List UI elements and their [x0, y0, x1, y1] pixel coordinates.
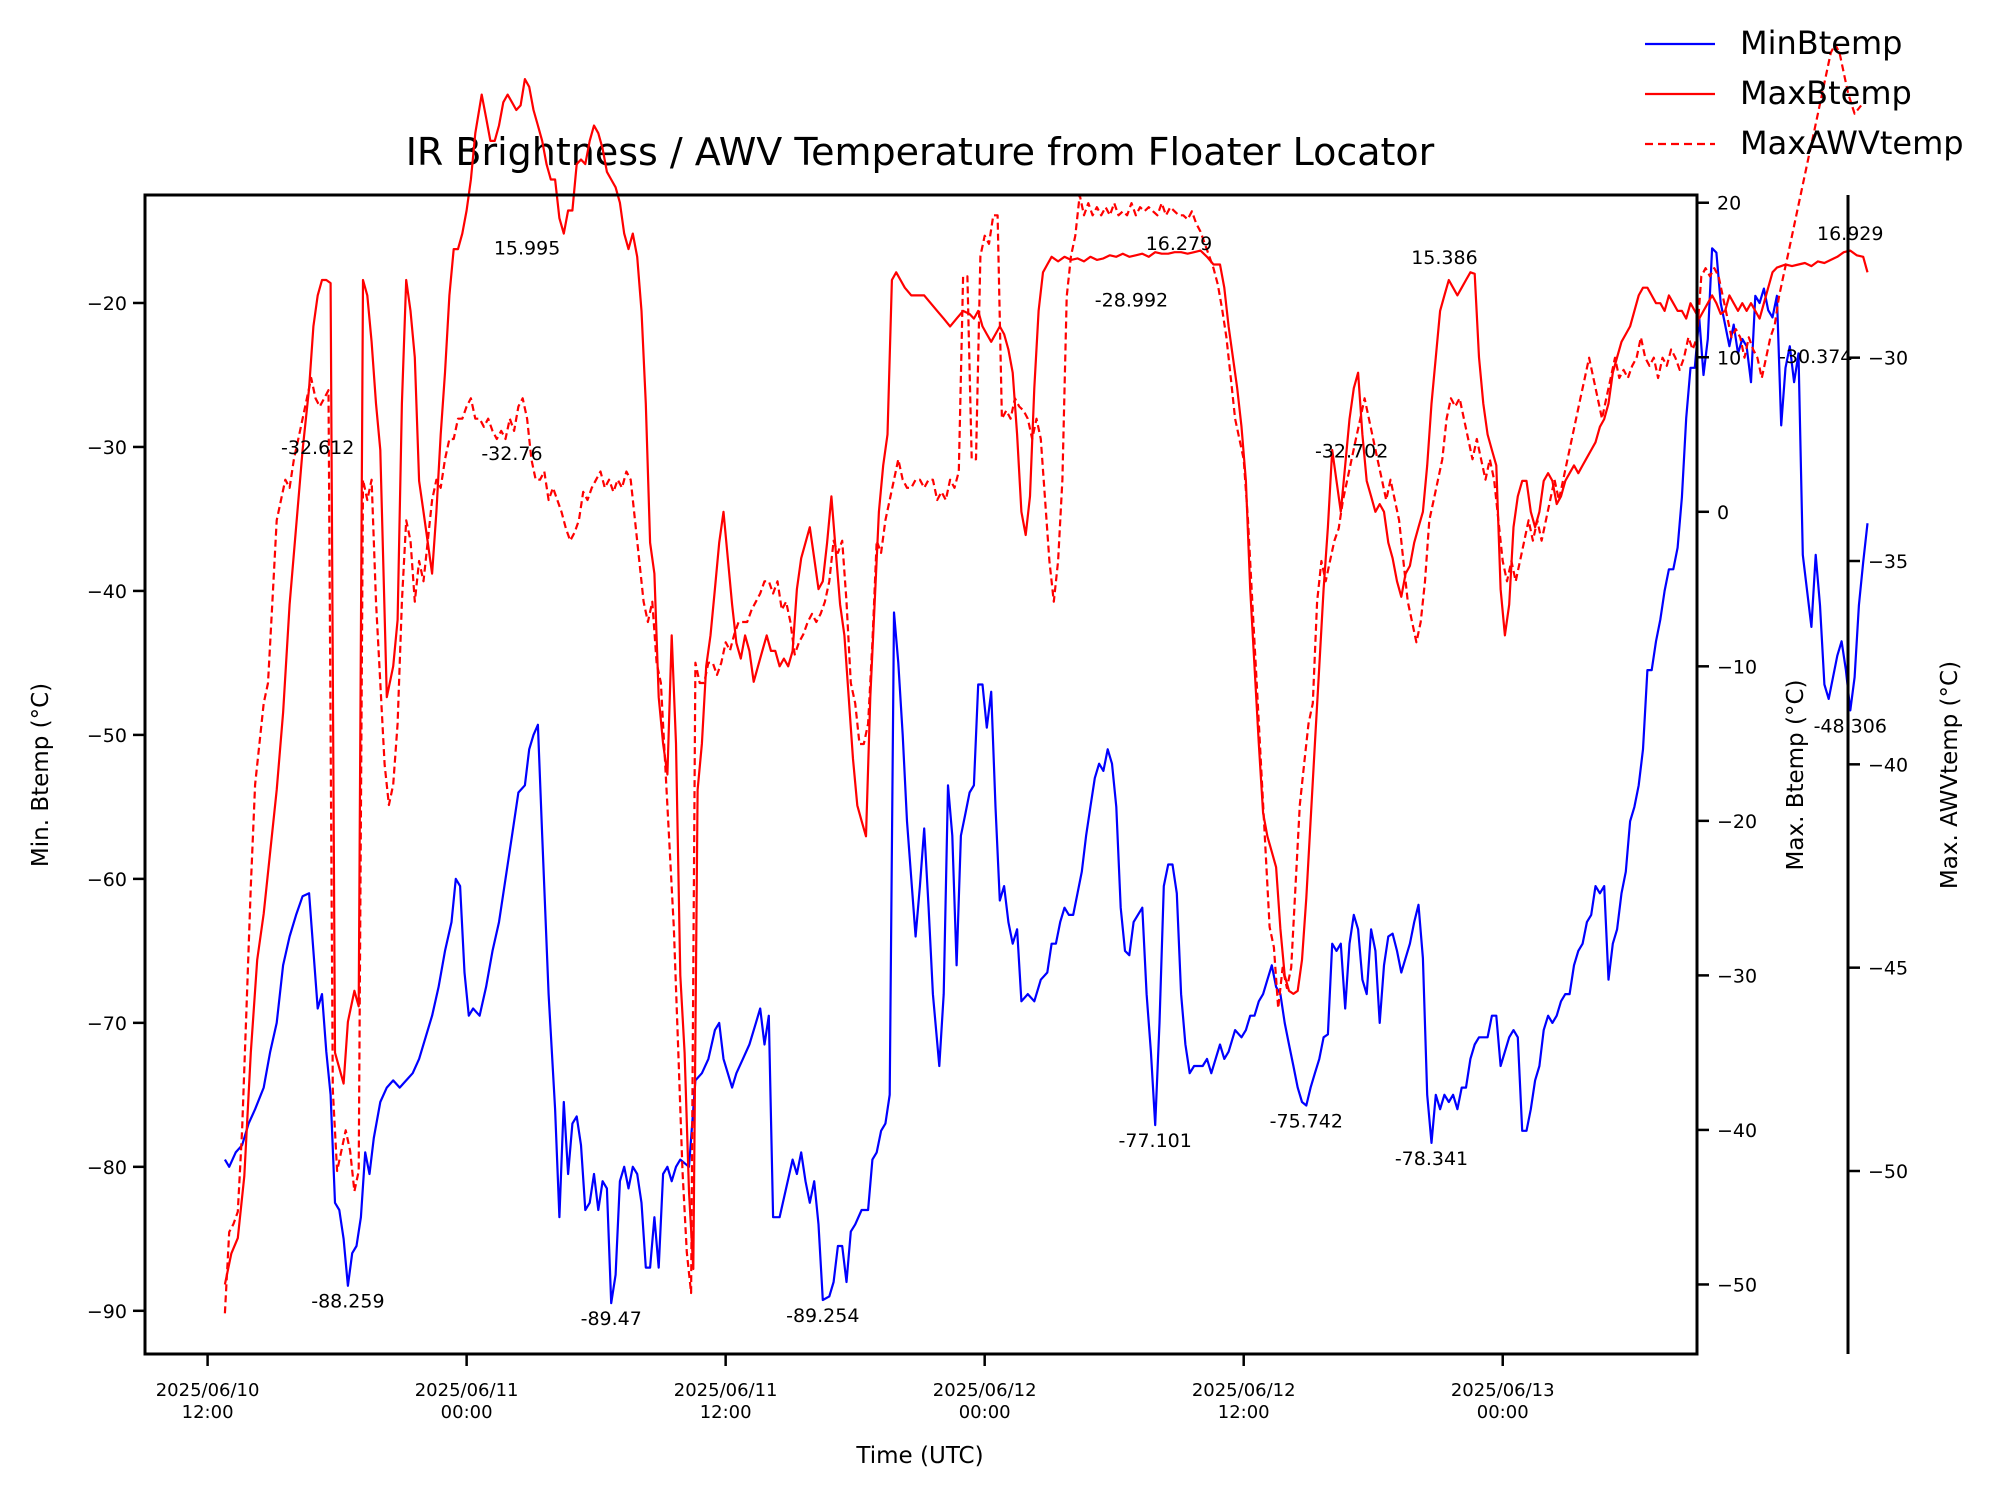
outer-tick-label: −40	[1868, 754, 1908, 776]
outer-tick-label: −30	[1868, 348, 1908, 370]
data-annotation: -32.612	[281, 437, 354, 459]
data-annotation: -30.374	[1779, 346, 1852, 368]
left-tick-label: −80	[87, 1157, 127, 1179]
x-tick-label-date: 2025/06/11	[415, 1380, 519, 1401]
data-annotation: -32.76	[481, 443, 542, 465]
data-annotation: -48.306	[1814, 716, 1887, 738]
data-annotation: 16.929	[1817, 223, 1883, 245]
x-tick-label-date: 2025/06/10	[156, 1380, 260, 1401]
chart-title: IR Brightness / AWV Temperature from Flo…	[406, 130, 1435, 174]
data-annotation: 16.279	[1146, 233, 1212, 255]
outer-axis-ticks: −30 −35 −40 −45 −50	[1848, 348, 1908, 1183]
data-annotation: 15.386	[1411, 247, 1477, 269]
data-annotation: -32.702	[1315, 441, 1388, 463]
legend-label-minbtemp: MinBtemp	[1740, 24, 1902, 62]
x-axis-ticks: 2025/06/1012:002025/06/1100:002025/06/11…	[156, 1354, 1555, 1423]
left-tick-label: −30	[87, 437, 127, 459]
plot-frame	[143, 193, 1699, 1356]
data-annotation: -78.341	[1395, 1148, 1468, 1170]
left-axis-ticks: −20 −30 −40 −50 −60 −70 −80 −90	[87, 293, 145, 1323]
data-annotation: -75.742	[1270, 1111, 1343, 1133]
right-tick-label: 0	[1717, 502, 1729, 524]
left-tick-label: −50	[87, 725, 127, 747]
x-tick-label-time: 00:00	[441, 1402, 493, 1423]
series-line-minbtemp	[223, 247, 1869, 1305]
legend-label-maxbtemp: MaxBtemp	[1740, 74, 1912, 112]
right-tick-label: −30	[1717, 965, 1757, 987]
series-line-maxawvtemp	[223, 43, 1862, 1314]
series-layer	[223, 43, 1869, 1314]
data-annotation: -89.47	[581, 1308, 642, 1330]
outer-axis-label: Max. AWVtemp (°C)	[1937, 661, 1963, 889]
x-tick-label-time: 00:00	[1477, 1402, 1529, 1423]
x-tick-label-time: 12:00	[1218, 1402, 1270, 1423]
right-tick-label: 20	[1717, 193, 1741, 215]
left-tick-label: −90	[87, 1301, 127, 1323]
right-tick-label: −50	[1717, 1274, 1757, 1296]
data-annotation: -88.259	[311, 1291, 384, 1313]
x-tick-label-time: 12:00	[182, 1402, 234, 1423]
right-tick-label: −10	[1717, 656, 1757, 678]
outer-tick-label: −50	[1868, 1161, 1908, 1183]
left-axis-label: Min. Btemp (°C)	[28, 683, 54, 867]
data-annotation: -77.101	[1119, 1130, 1192, 1152]
left-tick-label: −70	[87, 1013, 127, 1035]
data-annotation: -28.992	[1095, 290, 1168, 312]
data-annotation: -89.254	[786, 1305, 859, 1327]
x-axis-label: Time (UTC)	[855, 1443, 983, 1469]
series-line-maxbtemp	[223, 77, 1869, 1285]
right-tick-label: 10	[1717, 347, 1741, 369]
legend-label-maxawvtemp: MaxAWVtemp	[1740, 124, 1964, 162]
outer-tick-label: −45	[1868, 958, 1908, 980]
right-axis-ticks: 20 10 0 −10 −20 −30 −40 −50	[1697, 193, 1757, 1296]
x-tick-label-date: 2025/06/12	[933, 1380, 1037, 1401]
legend: MinBtemp MaxBtemp MaxAWVtemp	[1645, 24, 1964, 162]
x-tick-label-time: 00:00	[959, 1402, 1011, 1423]
right-axis-label: Max. Btemp (°C)	[1783, 680, 1809, 871]
right-tick-label: −40	[1717, 1120, 1757, 1142]
x-tick-label-date: 2025/06/13	[1451, 1380, 1555, 1401]
x-tick-label-date: 2025/06/12	[1192, 1380, 1296, 1401]
right-tick-label: −20	[1717, 811, 1757, 833]
left-tick-label: −20	[87, 293, 127, 315]
x-tick-label-date: 2025/06/11	[674, 1380, 778, 1401]
x-tick-label-time: 12:00	[700, 1402, 752, 1423]
data-annotation: 15.995	[494, 238, 560, 260]
annotation-layer: 15.995 -32.612 -32.76 -28.992 16.279 -32.702 1…	[281, 223, 1887, 1330]
outer-tick-label: −35	[1868, 551, 1908, 573]
left-tick-label: −40	[87, 581, 127, 603]
left-tick-label: −60	[87, 869, 127, 891]
